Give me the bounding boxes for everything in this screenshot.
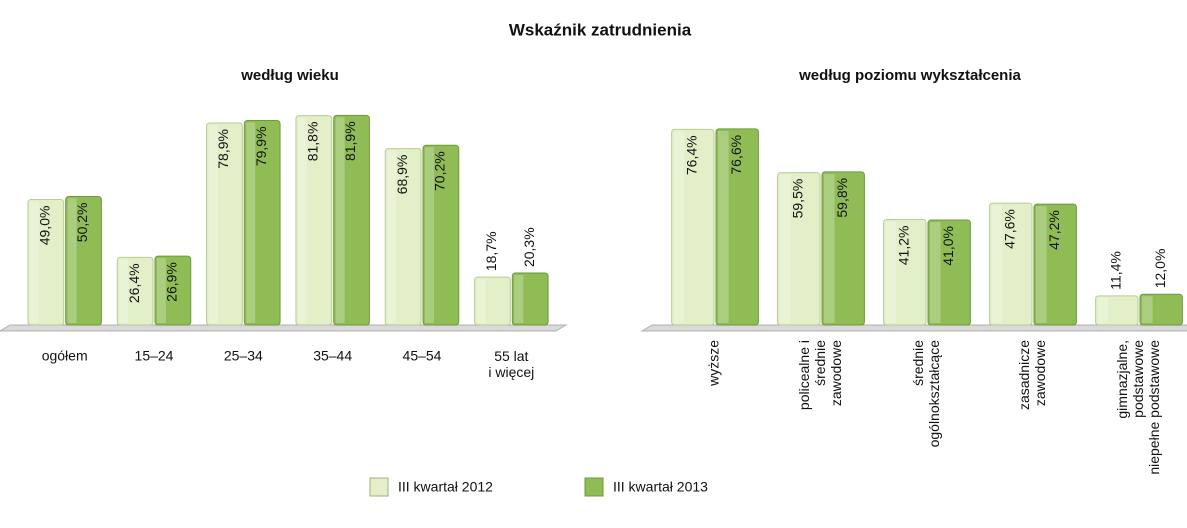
- bar: [422, 144, 460, 326]
- value-label: 59,5%: [790, 179, 806, 219]
- bar: [671, 128, 715, 326]
- bar: [927, 219, 971, 326]
- value-label: 26,9%: [164, 262, 180, 302]
- value-label: 78,9%: [215, 129, 231, 169]
- bar: [1033, 203, 1077, 326]
- x-tick-label: zasadniczezawodowe: [1016, 340, 1048, 410]
- bar-highlight: [157, 258, 166, 323]
- bar: [989, 202, 1033, 326]
- bar-highlight: [779, 174, 791, 323]
- bar-highlight: [387, 150, 397, 323]
- bar: [65, 195, 102, 326]
- bar: [1139, 293, 1183, 326]
- value-label: 50,2%: [74, 202, 90, 242]
- bar-highlight: [885, 221, 897, 323]
- legend-label: III kwartał 2013: [613, 479, 708, 495]
- bar-highlight: [718, 130, 729, 323]
- value-label: 76,6%: [728, 135, 744, 175]
- x-tick-label: 55 lat i więcej: [488, 348, 534, 380]
- bar: [384, 148, 422, 326]
- value-label: 12,0%: [1152, 249, 1168, 289]
- value-label: 47,2%: [1046, 210, 1062, 250]
- floor: [640, 324, 1187, 332]
- bar: [883, 219, 927, 326]
- value-label: 70,2%: [432, 151, 448, 191]
- value-label: 81,9%: [342, 121, 358, 161]
- x-tick-label: policealne iśredniezawodowe: [796, 340, 844, 410]
- bar-highlight: [1142, 296, 1153, 323]
- subchart-title: według poziomu wykształcenia: [798, 67, 1021, 84]
- bar-highlight: [67, 198, 77, 323]
- value-label: 41,2%: [896, 226, 912, 266]
- value-label: 81,8%: [305, 122, 321, 162]
- bar: [295, 115, 333, 326]
- bar-highlight: [425, 147, 434, 323]
- value-label: 26,4%: [126, 263, 142, 303]
- legend-swatch: [369, 477, 389, 497]
- value-label: 18,7%: [483, 231, 499, 271]
- bar: [474, 276, 511, 326]
- bar-highlight: [824, 173, 835, 323]
- bar-highlight: [119, 259, 129, 323]
- bar-highlight: [246, 122, 256, 324]
- x-tick-label: 45–54: [403, 348, 442, 364]
- x-tick-label: średnieogólnokształcące: [910, 340, 942, 448]
- subchart-title: według wieku: [240, 67, 339, 84]
- bar-highlight: [29, 201, 39, 323]
- chart-title: Wskaźnik zatrudnienia: [509, 20, 692, 39]
- bar: [243, 119, 281, 326]
- bar: [821, 171, 865, 326]
- legend-swatch: [584, 477, 604, 497]
- bar-highlight: [673, 131, 685, 323]
- value-label: 59,8%: [834, 178, 850, 218]
- value-label: 47,6%: [1002, 209, 1018, 249]
- x-tick-label: 25–34: [224, 348, 263, 364]
- bar-highlight: [514, 275, 524, 323]
- floor: [0, 324, 568, 332]
- legend-label: III kwartał 2012: [398, 479, 493, 495]
- bar: [511, 272, 549, 326]
- x-tick-label: 35–44: [313, 348, 352, 364]
- bar: [715, 128, 759, 326]
- bar-highlight: [991, 205, 1003, 323]
- value-label: 79,9%: [253, 126, 269, 166]
- value-label: 41,0%: [940, 226, 956, 266]
- bar-highlight: [1036, 206, 1047, 323]
- x-tick-label: ogółem: [42, 348, 88, 364]
- value-label: 49,0%: [37, 206, 53, 246]
- bar-highlight: [930, 222, 941, 323]
- bar: [1095, 295, 1139, 326]
- bar: [154, 255, 192, 326]
- value-label: 11,4%: [1108, 251, 1124, 290]
- x-tick-label: gimnazjalne,podstawoweniepełne podstawow…: [1114, 340, 1162, 475]
- bar-highlight: [297, 117, 307, 323]
- bar: [27, 199, 65, 326]
- bar: [206, 122, 243, 326]
- bar: [333, 114, 370, 326]
- bar-highlight: [208, 125, 218, 324]
- value-label: 20,3%: [521, 227, 537, 267]
- x-tick-label: 15–24: [135, 348, 174, 364]
- bar-highlight: [476, 279, 486, 323]
- value-label: 76,4%: [684, 135, 700, 175]
- value-label: 68,9%: [394, 155, 410, 195]
- bar-highlight: [1097, 297, 1109, 323]
- bar-highlight: [335, 117, 345, 323]
- bar: [777, 172, 821, 326]
- bar: [116, 256, 154, 326]
- x-tick-label: wyższe: [706, 340, 722, 387]
